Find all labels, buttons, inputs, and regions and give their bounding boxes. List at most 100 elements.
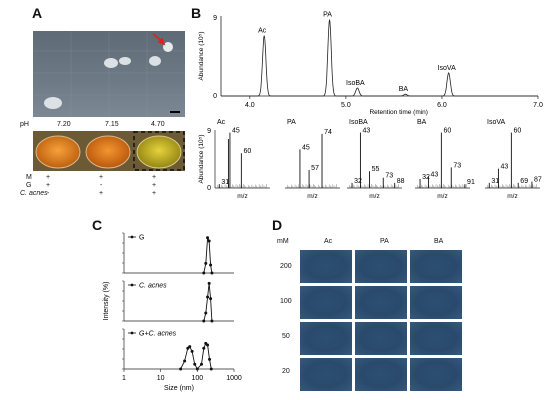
y-tick-label: 0 xyxy=(207,185,211,192)
peak-mz-label: 74 xyxy=(324,129,332,136)
x-axis-label: m/z xyxy=(437,193,447,200)
series-line xyxy=(180,342,212,370)
data-point xyxy=(208,357,212,361)
x-axis-label: m/z xyxy=(237,193,247,200)
data-point xyxy=(207,281,211,285)
data-point xyxy=(202,319,206,323)
row-label: 200 xyxy=(280,263,292,270)
sign: + xyxy=(99,174,104,181)
plate-cell xyxy=(410,358,462,391)
panel-d-letter: D xyxy=(272,217,283,233)
plate-cell xyxy=(300,322,352,355)
mass-spectra: Abundance (10⁵)9 0 Ac m/z 31 45 60 PA m/z 45 57 74 I… xyxy=(198,119,542,200)
peak-mz-label: 31 xyxy=(221,179,229,186)
peak-label: PA xyxy=(323,12,332,19)
spectrum-title: IsoVA xyxy=(487,119,505,126)
plate-grid xyxy=(300,250,462,391)
plate-cell xyxy=(300,250,352,283)
x-tick-label: 1 xyxy=(122,375,126,382)
y-tick-label: 9 xyxy=(207,128,211,135)
row-label-g: G xyxy=(26,182,32,189)
peak-mz-label: 60 xyxy=(243,148,251,155)
peak-mz-label: 43 xyxy=(501,164,509,171)
peak-mz-label: 43 xyxy=(431,171,439,178)
data-point xyxy=(202,346,206,350)
data-point xyxy=(204,261,208,265)
peak-mz-label: 60 xyxy=(513,128,521,135)
plate-cell xyxy=(410,250,462,283)
spectrum-title: Ac xyxy=(217,119,226,126)
peak-label: IsoVA xyxy=(438,65,456,72)
data-point xyxy=(206,295,210,299)
data-point xyxy=(179,367,183,371)
data-point xyxy=(204,311,208,315)
x-axis-label: Retention time (min) xyxy=(369,109,428,116)
legend-marker xyxy=(130,235,134,239)
spectrum-title: BA xyxy=(417,119,427,126)
ph-value: 7.15 xyxy=(105,121,119,128)
panel-c-letter: C xyxy=(92,217,103,233)
sign: + xyxy=(152,182,157,189)
legend-label: G xyxy=(139,235,144,242)
peak-mz-label: 32 xyxy=(354,178,362,185)
data-point xyxy=(207,239,211,243)
sign: + xyxy=(46,182,51,189)
spectrum-title: IsoBA xyxy=(349,119,368,126)
ph-value: 7.20 xyxy=(57,121,71,128)
legend-label: G+C. acnes xyxy=(139,331,177,338)
data-point xyxy=(188,345,192,349)
ph-value: 4.70 xyxy=(151,121,165,128)
data-point xyxy=(200,362,204,366)
data-point xyxy=(206,343,210,347)
peak-mz-label: 55 xyxy=(372,166,380,173)
legend-label: C. acnes xyxy=(139,283,167,290)
y-axis-label: Abundance (10⁵) xyxy=(198,32,205,81)
data-point xyxy=(209,297,213,301)
peak-label: IsoBA xyxy=(346,80,365,87)
legend-marker xyxy=(130,331,134,335)
x-tick-label: 1000 xyxy=(226,375,242,382)
peak-mz-label: 45 xyxy=(232,128,240,135)
peak-mz-label: 32 xyxy=(422,174,430,181)
y-tick-label: 0 xyxy=(213,93,217,100)
well-3 xyxy=(136,135,182,169)
data-point xyxy=(190,349,194,353)
well-1 xyxy=(35,135,81,169)
data-point xyxy=(193,362,197,366)
peak-mz-label: 60 xyxy=(443,128,451,135)
plate-cell xyxy=(410,286,462,319)
data-point xyxy=(202,271,206,275)
data-point xyxy=(210,319,214,323)
peak-mz-label: 88 xyxy=(397,178,405,185)
x-axis-label: m/z xyxy=(307,193,317,200)
agar-plate-photo xyxy=(33,31,185,117)
data-point xyxy=(210,271,214,275)
plate-cell xyxy=(410,322,462,355)
series-line xyxy=(203,283,213,322)
peak-mz-label: 87 xyxy=(534,177,542,184)
plate-cell xyxy=(355,322,407,355)
peak-mz-label: 73 xyxy=(385,173,393,180)
peak-mz-label: 45 xyxy=(302,144,310,151)
plate-cell xyxy=(355,358,407,391)
sign: + xyxy=(99,190,104,197)
row-label-m: M xyxy=(26,174,32,181)
x-tick-label: 7.0 xyxy=(533,102,543,109)
row-label-c-acnes: C. acnes xyxy=(20,190,48,197)
sign: - xyxy=(100,182,103,189)
data-point xyxy=(206,236,210,240)
series-line xyxy=(203,236,213,274)
sign: - xyxy=(47,190,50,197)
legend-marker xyxy=(130,283,134,287)
peak-mz-label: 57 xyxy=(311,165,319,172)
plate-cell xyxy=(355,286,407,319)
well-2 xyxy=(85,135,131,169)
y-axis-label: Abundance (10⁵) xyxy=(198,135,205,184)
x-tick-label: 5.0 xyxy=(341,102,351,109)
y-tick-label: 9 xyxy=(213,15,217,22)
panel-b-letter: B xyxy=(191,5,202,21)
data-point xyxy=(209,367,213,371)
plate-cell xyxy=(300,358,352,391)
x-axis-label: m/z xyxy=(369,193,379,200)
x-tick-label: 4.0 xyxy=(245,102,255,109)
